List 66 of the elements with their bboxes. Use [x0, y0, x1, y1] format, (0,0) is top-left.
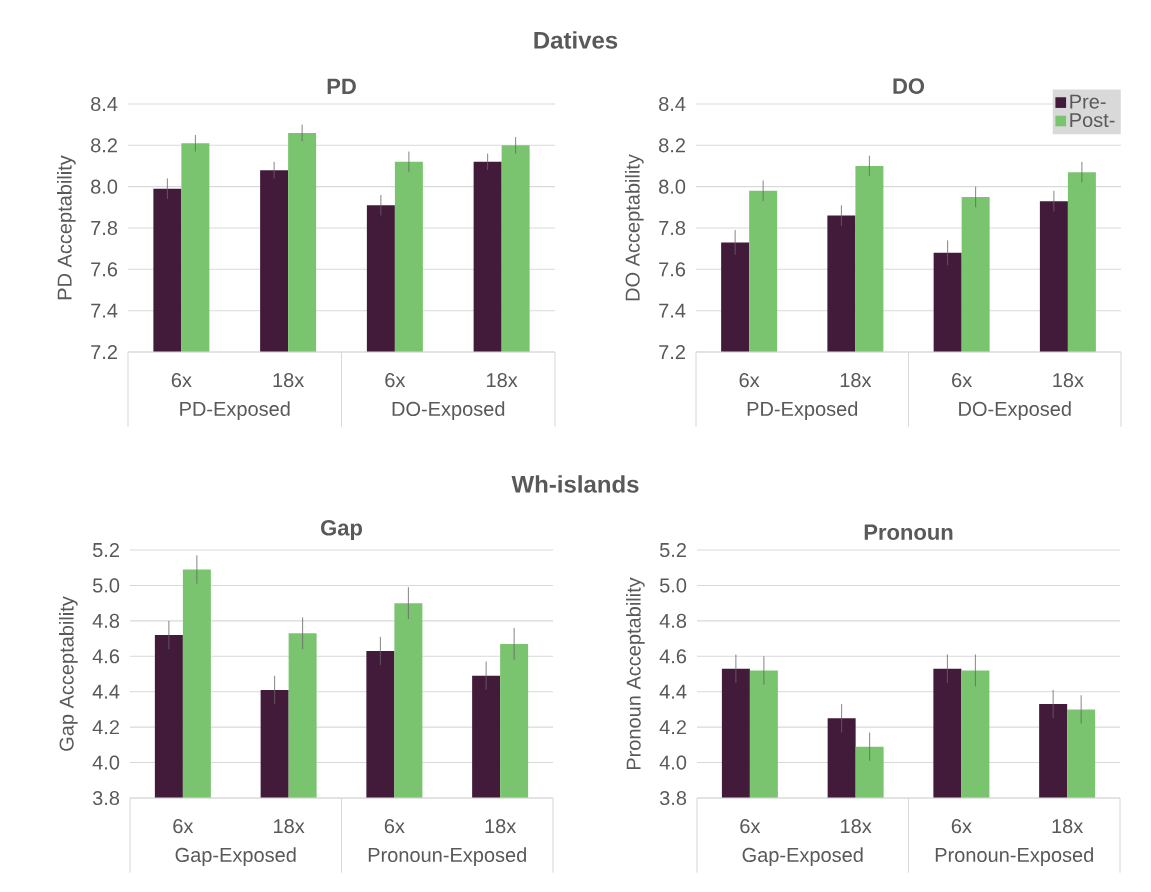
- text: PD-Exposed: [180, 401, 290, 420]
- x-tick-label: 6x: [739, 373, 760, 388]
- y-tick-label: 3.8: [659, 790, 687, 806]
- y-tick-label: 7.8: [659, 220, 686, 236]
- text: Wh-islands: [511, 475, 639, 493]
- y-tick-label: 4.0: [92, 755, 120, 770]
- x-tick-label: 6x: [951, 819, 972, 834]
- chart-title: Gap: [321, 520, 362, 540]
- y-tick-label: 7.2: [659, 345, 685, 359]
- x-tick-label: 18x: [273, 373, 305, 388]
- legend-label: Pre-: [1070, 94, 1106, 109]
- y-tick-label: 4.4: [92, 684, 120, 699]
- y-axis-title: DO Acceptability: [625, 154, 644, 301]
- text: Gap-Exposed: [742, 847, 863, 866]
- legend-label: Post-: [1070, 113, 1115, 128]
- text: PD-Exposed: [747, 401, 858, 420]
- x-tick-label: 18x: [274, 819, 305, 834]
- y-tick-label: 8.0: [659, 179, 686, 194]
- x-tick-label: 18x: [487, 373, 518, 388]
- y-tick-label: 8.0: [91, 179, 118, 194]
- y-tick-label: 5.2: [659, 542, 686, 558]
- y-tick-label: 8.2: [91, 138, 117, 153]
- x-tick-label: 18x: [840, 373, 872, 388]
- y-tick-label: 8.4: [91, 96, 118, 112]
- chart-title: Pronoun: [864, 524, 953, 540]
- y-tick-label: 7.8: [91, 220, 118, 236]
- y-tick-label: 4.6: [92, 649, 120, 664]
- text: Gap-Exposed: [175, 847, 296, 866]
- x-tick-label: 18x: [841, 819, 872, 834]
- y-tick-label: 7.6: [659, 262, 686, 277]
- x-tick-label: 6x: [173, 819, 194, 834]
- y-axis-title: Gap Acceptability: [59, 596, 78, 751]
- y-tick-label: 5.0: [92, 578, 120, 593]
- y-tick-label: 7.6: [91, 262, 118, 277]
- x-tick-label: 6x: [952, 373, 972, 388]
- x-tick-label: 18x: [1052, 819, 1084, 834]
- y-tick-label: 4.2: [659, 720, 686, 735]
- y-axis-title: Pronoun Acceptability: [626, 577, 645, 770]
- y-axis-title: PD Acceptability: [57, 155, 76, 300]
- x-tick-label: 6x: [384, 819, 405, 834]
- y-tick-label: 7.4: [91, 303, 118, 318]
- text: DO-Exposed: [392, 401, 505, 420]
- y-tick-label: 4.4: [659, 684, 687, 699]
- text: DO-Exposed: [959, 401, 1071, 420]
- y-tick-label: 5.0: [659, 578, 687, 593]
- x-tick-label: 18x: [1053, 373, 1084, 388]
- y-tick-label: 7.2: [91, 345, 117, 359]
- y-tick-label: 4.2: [92, 720, 119, 735]
- y-tick-label: 4.0: [659, 755, 687, 770]
- x-tick-label: 6x: [171, 373, 192, 388]
- y-tick-label: 7.4: [659, 303, 686, 318]
- x-tick-label: 6x: [740, 819, 761, 834]
- y-tick-label: 4.6: [659, 649, 687, 664]
- y-tick-label: 8.4: [659, 96, 686, 112]
- chart-title: PD: [327, 78, 356, 94]
- y-tick-label: 3.8: [92, 790, 120, 806]
- x-tick-label: 18x: [485, 819, 517, 834]
- y-tick-label: 4.8: [92, 613, 120, 628]
- y-tick-label: 8.2: [659, 138, 685, 153]
- text: Pronoun-Exposed: [368, 847, 526, 866]
- x-tick-label: 6x: [385, 373, 406, 388]
- text: Pronoun-Exposed: [935, 847, 1093, 866]
- chart-title: DO: [893, 78, 925, 94]
- text: Datives: [534, 31, 618, 49]
- y-tick-label: 5.2: [92, 542, 119, 558]
- y-tick-label: 4.8: [659, 613, 687, 628]
